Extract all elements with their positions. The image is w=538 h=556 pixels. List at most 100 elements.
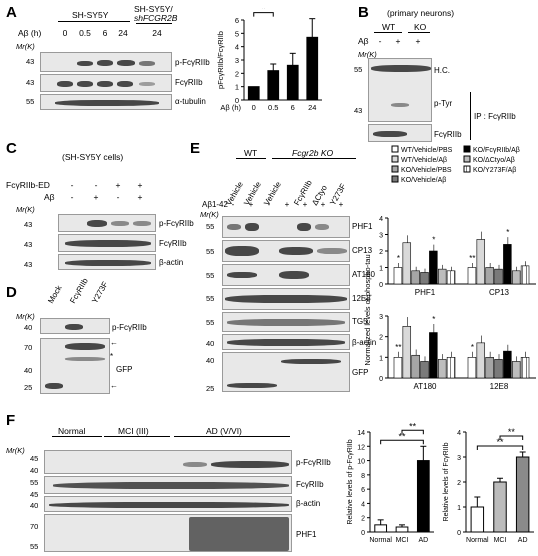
panel-label-e: E — [190, 140, 201, 157]
e-sign-7: + — [338, 200, 344, 209]
panel-b-sign-3: + — [415, 36, 421, 46]
blot-label-f-3: β-actin — [296, 499, 321, 508]
blot-label-e-5: TG5 — [352, 317, 368, 326]
panel-label-a: A — [6, 4, 17, 21]
blot-c-fcgr — [58, 234, 156, 252]
legend-label: WT/Vehicle/PBS — [401, 147, 453, 154]
mw-c-1: 43 — [24, 220, 33, 229]
x-tick-label: CP13 — [489, 288, 510, 297]
blot-label-a-3: α-tubulin — [175, 97, 206, 106]
x-tick-label: 12E8 — [490, 382, 509, 391]
asterisk-d-1: * — [110, 352, 114, 361]
c-r1-2: - — [94, 180, 98, 190]
blot-c-pfcgr — [58, 214, 156, 232]
arrow-d-1: ← — [110, 338, 118, 347]
panel-c-title: (SH-SY5Y cells) — [62, 152, 124, 162]
blot-e-gfp — [222, 352, 350, 392]
bar — [395, 526, 409, 533]
bar — [503, 244, 512, 285]
y-tick-label: 12 — [357, 444, 365, 451]
blot-e-actin — [222, 334, 350, 350]
bar — [437, 359, 447, 379]
blot-f-actin — [44, 496, 292, 512]
blot-label-b-1: p-Tyr — [434, 99, 453, 108]
mw-b-1: 55 — [354, 65, 363, 74]
y-axis-label: Relative levels of FcγRIIb — [443, 442, 450, 521]
y-tick-label: 4 — [361, 501, 365, 508]
mr-label-e: Mr(K) — [200, 210, 219, 219]
blot-a-fcgr — [40, 74, 172, 92]
y-axis-label: pFcγRIIb/FcγRIIb — [216, 31, 225, 89]
significance-bracket — [380, 439, 424, 445]
blot-c-actin — [58, 254, 156, 270]
panel-c-row1: FcγRIIb-ED — [6, 180, 50, 190]
x-tick-label: AT180 — [414, 382, 438, 391]
blot-label-e-2: CP13 — [352, 246, 373, 255]
bar — [411, 354, 420, 379]
blot-d-pfcgr — [40, 318, 110, 334]
time-label: Aβ (h) — [18, 28, 42, 38]
blot-label-a-1: p-FcγRIIb — [175, 58, 210, 67]
bar — [374, 524, 388, 533]
blot-label-c-1: p-FcγRIIb — [159, 219, 194, 228]
significance-stars: * — [397, 254, 400, 263]
d-lane-1: Mock — [46, 283, 64, 305]
arrow-d-2: ← — [110, 381, 118, 390]
y-tick-label: 0 — [361, 530, 365, 537]
significance-stars: ** — [409, 421, 417, 431]
cell-group-2b: shFCGR2B — [134, 13, 178, 23]
time-3: 24 — [118, 28, 128, 38]
e-sign-3: - — [267, 200, 271, 209]
f-g1-underline — [52, 436, 102, 437]
bar — [511, 270, 521, 285]
legend-label: KO/Y273F/Aβ — [473, 167, 516, 174]
legend-label: KO/Vehicle/Aβ — [401, 177, 446, 184]
blot-e-at180 — [222, 264, 350, 286]
f-g2-underline — [104, 436, 170, 437]
bar — [306, 36, 319, 101]
legend-swatch — [391, 145, 399, 153]
y-tick-label: 2 — [235, 69, 239, 78]
blot-label-f-2: FcγRIIb — [296, 480, 324, 489]
mw-f-4: 45 — [30, 490, 39, 499]
mw-f-6: 70 — [30, 522, 39, 531]
mw-f-3: 55 — [30, 478, 39, 487]
time-2: 6 — [102, 28, 108, 38]
y-tick-label: 1 — [379, 355, 383, 362]
bar — [393, 267, 403, 285]
mw-c-2: 43 — [24, 240, 33, 249]
bar — [446, 357, 456, 379]
y-tick-label: 4 — [235, 43, 239, 52]
y-tick-label: 1 — [379, 266, 383, 273]
x-tick-label: 24 — [308, 103, 316, 112]
blot-label-e-3: AT180 — [352, 270, 375, 279]
mw-e-8: 25 — [206, 384, 215, 393]
y-tick-label: 4 — [379, 216, 383, 223]
y-tick-label: 8 — [361, 473, 365, 480]
mw-f-5: 40 — [30, 501, 39, 510]
group-2-underline — [136, 23, 172, 24]
bar — [446, 270, 456, 285]
y-tick-label: 3 — [457, 455, 461, 462]
mw-e-5: 55 — [206, 318, 215, 327]
mr-label-d: Mr(K) — [16, 312, 35, 321]
chart-f-right: 0 1 2 3 4 Normal MCI AD ** ** Relative levels of F… — [443, 427, 534, 544]
mw-f-1: 45 — [30, 454, 39, 463]
hc-label: H.C. — [434, 66, 450, 75]
x-tick-label: MCI — [396, 537, 409, 544]
mr-label-a: Mr(K) — [16, 42, 35, 51]
bar — [493, 481, 507, 533]
blot-label-e-1: PHF1 — [352, 222, 373, 231]
significance-stars: ** — [508, 427, 516, 437]
bar — [437, 268, 447, 285]
time-4: 24 — [152, 28, 162, 38]
x-tick-label: AD — [418, 537, 428, 544]
bar — [485, 357, 494, 379]
y-tick-label: 6 — [235, 16, 239, 25]
blot-label-b-2: FcγRIIb — [434, 130, 462, 139]
blot-a-tubulin — [40, 94, 172, 110]
legend-label: KO/FcγRIIb/Aβ — [473, 147, 520, 154]
blot-label-e-6: β-actin — [352, 338, 377, 347]
cell-group-1: SH-SY5Y — [72, 10, 109, 20]
x-tick-label: Normal — [369, 537, 392, 544]
